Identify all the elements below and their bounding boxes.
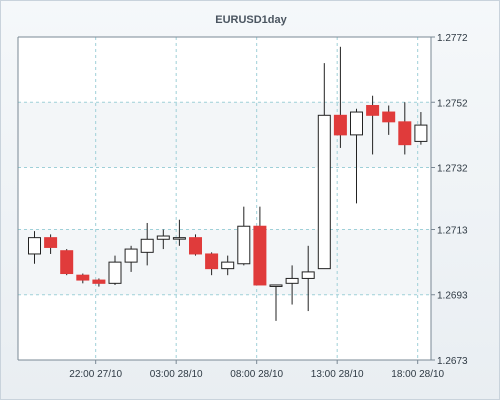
candle — [92, 278, 106, 287]
candle-body-up — [140, 238, 154, 253]
candle — [333, 46, 347, 148]
y-tick-label: 1.2673 — [437, 356, 468, 367]
candle-body-up — [124, 248, 138, 263]
candle — [124, 245, 138, 272]
band — [18, 294, 431, 360]
candle — [301, 245, 315, 312]
band — [18, 37, 431, 103]
y-tick-label: 1.2693 — [437, 291, 468, 302]
candle — [237, 206, 251, 266]
candle-body-up — [414, 124, 428, 142]
candle-body-down — [205, 253, 219, 270]
candles — [28, 46, 428, 321]
candle — [156, 229, 170, 250]
y-tick-label: 1.2713 — [437, 225, 468, 236]
x-axis-ticks: 22:00 27/10 03:00 28/10 08:00 28/10 13:00 2… — [69, 360, 445, 380]
candle-body-down — [44, 237, 58, 248]
candle — [44, 234, 58, 254]
candle — [414, 112, 428, 145]
candle-body-down — [76, 274, 90, 281]
candle — [172, 219, 186, 246]
y-axis-ticks: 1.2772 1.2752 1.2732 1.2713 1.2693 1.2673 — [431, 33, 468, 367]
candle — [221, 255, 235, 276]
candle — [60, 249, 74, 276]
candle-body-down — [398, 121, 412, 146]
candle-body-up — [108, 261, 122, 284]
candle-body-up — [172, 237, 186, 240]
candle-body-up — [301, 271, 315, 279]
candle — [317, 63, 331, 270]
candle — [140, 222, 154, 266]
y-tick-label: 1.2752 — [437, 98, 468, 109]
x-tick-label: 22:00 27/10 — [69, 369, 122, 380]
candle — [253, 206, 267, 286]
candle — [350, 108, 363, 204]
candle-body-down — [366, 105, 380, 116]
candle — [285, 265, 299, 305]
chart-title: EURUSD1day — [215, 14, 287, 26]
candle-body-up — [28, 237, 41, 255]
candle-body-up — [317, 114, 331, 270]
y-tick-label: 1.2732 — [437, 164, 468, 175]
candle — [28, 231, 41, 264]
candle — [205, 252, 219, 276]
candle — [189, 234, 202, 256]
horizontal-bands — [18, 37, 431, 360]
candle-body-down — [382, 111, 396, 123]
y-tick-label: 1.2772 — [437, 33, 468, 44]
x-tick-label: 18:00 28/10 — [391, 369, 444, 380]
candle-body-up — [269, 284, 283, 287]
band — [18, 167, 431, 230]
candle-body-down — [333, 114, 347, 136]
candle-body-up — [221, 261, 235, 270]
x-tick-label: 08:00 28/10 — [230, 369, 283, 380]
candle-body-up — [156, 235, 170, 240]
candle — [366, 95, 380, 155]
candle-body-up — [285, 277, 299, 284]
candle-body-down — [92, 279, 106, 284]
candle-body-down — [253, 225, 267, 286]
candle — [108, 255, 122, 285]
candle-body-up — [350, 111, 363, 136]
candle-body-down — [60, 250, 74, 275]
candle-body-down — [189, 237, 202, 255]
candle — [76, 273, 90, 284]
candle — [398, 102, 412, 155]
axes — [17, 36, 432, 361]
candle-body-up — [237, 225, 251, 265]
candle — [269, 284, 283, 321]
x-tick-label: 03:00 28/10 — [150, 369, 203, 380]
candle — [382, 105, 396, 135]
x-tick-label: 13:00 28/10 — [311, 369, 364, 380]
